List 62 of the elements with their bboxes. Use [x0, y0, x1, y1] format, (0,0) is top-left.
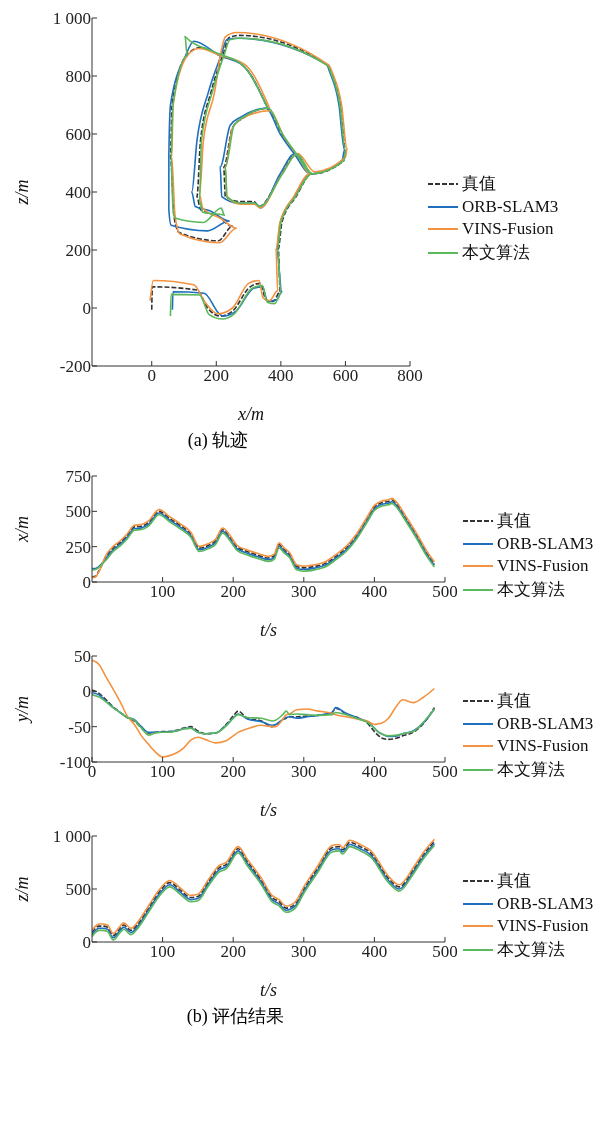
- y-tick-label: 500: [65, 502, 91, 522]
- y-tick-label: 0: [82, 682, 91, 702]
- x-tick-label: 800: [397, 366, 423, 386]
- x-tick-label: 200: [220, 762, 246, 782]
- x-tick-label: 100: [149, 762, 176, 782]
- x-tick-label: 200: [203, 366, 230, 386]
- y-axis-title: z/m: [12, 179, 33, 206]
- x-tick-label: 500: [432, 942, 458, 962]
- legend-label: 本文算法: [462, 242, 530, 264]
- y-tick-label: 50: [74, 647, 91, 667]
- x-tick-label: 300: [291, 582, 317, 602]
- legend-label: 真值: [497, 510, 531, 532]
- legend-label: ORB-SLAM3: [497, 714, 594, 734]
- x-tick-label: 600: [332, 366, 359, 386]
- x-axis-title: t/s: [259, 620, 278, 640]
- legend-label: ORB-SLAM3: [462, 197, 559, 217]
- x-tick-label: 400: [361, 762, 388, 782]
- legend-label: 本文算法: [497, 759, 565, 781]
- legend-label: 本文算法: [497, 939, 565, 961]
- y-tick-label: 400: [65, 183, 91, 203]
- x-tick-label: 400: [361, 582, 388, 602]
- x-tick-label: 500: [432, 582, 458, 602]
- text: (a) 轨迹: [186, 429, 250, 452]
- legend-label: VINS-Fusion: [497, 916, 589, 936]
- y-axis-title: y/m: [12, 696, 33, 724]
- x-tick-label: 200: [220, 942, 246, 962]
- y-axis-title: x/m: [12, 516, 33, 543]
- y-tick-label: 600: [65, 125, 91, 145]
- y-axis-title: z/m: [12, 876, 33, 903]
- legend-label: ORB-SLAM3: [497, 894, 594, 914]
- legend-label: 真值: [497, 690, 531, 712]
- x-tick-label: 0: [147, 366, 156, 386]
- x-tick-label: 400: [361, 942, 388, 962]
- y-tick-label: -200: [59, 357, 91, 377]
- legend-label: VINS-Fusion: [497, 556, 589, 576]
- legend-label: VINS-Fusion: [497, 736, 589, 756]
- legend-label: ORB-SLAM3: [497, 534, 594, 554]
- y-tick-label: 800: [65, 67, 91, 87]
- x-tick-label: 300: [291, 762, 317, 782]
- x-tick-label: 400: [268, 366, 294, 386]
- legend-label: VINS-Fusion: [462, 219, 554, 239]
- y-tick-label: 0: [82, 299, 91, 319]
- y-tick-label: 500: [65, 880, 91, 900]
- legend-label: 真值: [462, 173, 496, 195]
- legend-label: 本文算法: [497, 579, 565, 601]
- y-tick-label: 1 000: [52, 827, 91, 847]
- x-axis-title: t/s: [259, 980, 278, 1000]
- x-tick-label: 100: [149, 942, 176, 962]
- x-tick-label: 500: [432, 762, 458, 782]
- legend-label: 真值: [497, 870, 531, 892]
- y-tick-label: 1 000: [52, 9, 91, 29]
- text: (b) 评估结果: [185, 1005, 286, 1028]
- y-tick-label: 750: [65, 467, 91, 487]
- y-tick-label: -50: [68, 717, 91, 737]
- y-tick-label: 250: [65, 537, 91, 557]
- x-axis-title: x/m: [237, 404, 264, 424]
- x-tick-label: 200: [220, 582, 246, 602]
- x-tick-label: 100: [149, 582, 176, 602]
- line-series: [92, 659, 436, 758]
- y-tick-label: 200: [65, 241, 91, 261]
- x-axis-title: t/s: [259, 800, 278, 820]
- x-tick-label: 300: [291, 942, 317, 962]
